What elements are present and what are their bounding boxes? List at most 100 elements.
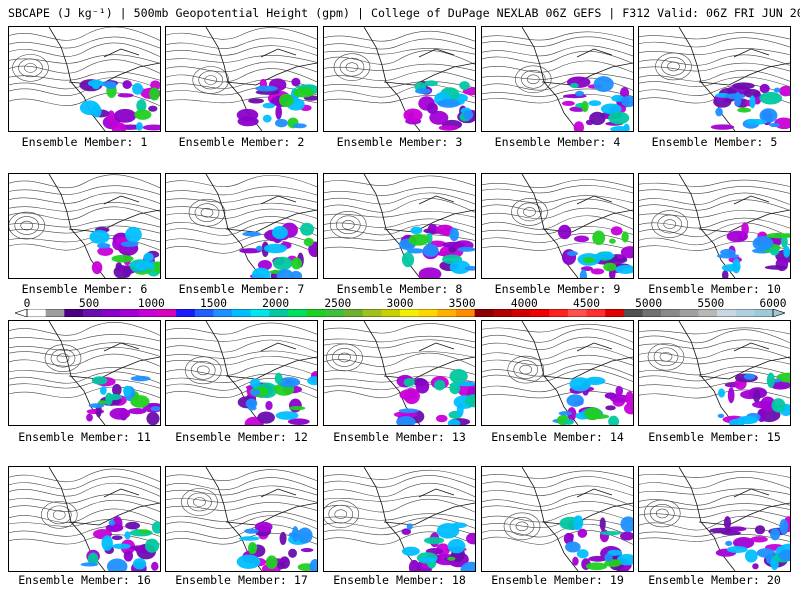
ensemble-member-map: [8, 173, 161, 279]
colorbar-swatch: [306, 309, 326, 317]
ensemble-member-map: [481, 320, 634, 426]
colorbar-tick-label: 1000: [137, 297, 165, 310]
colorbar-swatch: [586, 309, 606, 317]
ensemble-member-map: [323, 26, 476, 132]
ensemble-member-map: [323, 466, 476, 572]
coastline: [678, 174, 790, 278]
colorbar-max-arrow: [772, 309, 785, 317]
ensemble-member-label: Ensemble Member: 9: [494, 282, 621, 296]
colorbar-swatch: [605, 309, 625, 317]
ensemble-member-map: [638, 173, 791, 279]
colorbar-swatch: [381, 309, 401, 317]
cape-shading: [561, 76, 633, 131]
colorbar-swatch: [176, 309, 196, 317]
cape-shading: [552, 376, 633, 425]
colorbar-swatch: [250, 309, 270, 317]
colorbar-swatch: [344, 309, 363, 317]
map-title: SBCAPE (J kg⁻¹) | 500mb Geopotential Hei…: [8, 6, 800, 20]
ensemble-member-map: [323, 320, 476, 426]
colorbar-swatch: [325, 309, 345, 317]
ensemble-member-label: Ensemble Member: 20: [648, 573, 781, 587]
colorbar-swatch: [418, 309, 438, 317]
cape-shading: [401, 522, 475, 571]
colorbar-swatch: [82, 309, 102, 317]
colorbar-swatch: [661, 309, 681, 317]
colorbar-swatch: [493, 309, 513, 317]
height-contours: [482, 470, 633, 545]
colorbar-swatch: [232, 309, 252, 317]
colorbar-swatch: [138, 309, 158, 317]
colorbar-tick-label: 5500: [697, 297, 725, 310]
colorbar-swatch: [679, 309, 699, 317]
cape-shading: [236, 521, 317, 571]
colorbar-swatch: [567, 309, 587, 317]
ensemble-member-map: [638, 320, 791, 426]
height-contours: [9, 468, 160, 545]
ensemble-member-map: [165, 466, 318, 572]
colorbar-swatch: [27, 309, 46, 317]
ensemble-member-label: Ensemble Member: 2: [178, 135, 305, 149]
ensemble-member-map: [638, 26, 791, 132]
coastline: [205, 174, 317, 278]
colorbar-swatch: [474, 309, 494, 317]
ensemble-member-map: [8, 466, 161, 572]
height-contours: [639, 471, 790, 542]
cape-colorbar: [15, 309, 785, 317]
colorbar-swatch: [530, 309, 550, 317]
colorbar-swatch: [549, 309, 569, 317]
colorbar-tick-label: 4500: [573, 297, 600, 310]
height-contours: [324, 30, 475, 104]
cape-shading: [710, 82, 790, 130]
colorbar-swatch: [288, 309, 308, 317]
colorbar-swatch: [437, 309, 457, 317]
colorbar-swatch: [735, 309, 755, 317]
colorbar-swatch: [698, 309, 718, 317]
colorbar-tick-label: 3500: [448, 297, 476, 310]
ensemble-member-label: Ensemble Member: 14: [491, 430, 624, 444]
colorbar-swatch: [623, 309, 643, 317]
coastline: [678, 321, 790, 425]
colorbar-tick-label: 3000: [386, 297, 414, 310]
height-contours: [324, 175, 475, 251]
cape-shading: [709, 516, 790, 571]
colorbar-tick-label: 2000: [262, 297, 290, 310]
cape-shading: [86, 375, 160, 425]
cape-shading: [236, 77, 317, 129]
height-contours: [482, 179, 633, 251]
colorbar-swatch: [157, 309, 177, 317]
ensemble-member-label: Ensemble Member: 5: [651, 135, 778, 149]
colorbar-min-arrow: [15, 309, 28, 317]
cape-shading: [717, 372, 790, 425]
height-contours: [482, 323, 633, 399]
ensemble-member-label: Ensemble Member: 17: [175, 573, 308, 587]
colorbar-swatch: [754, 309, 774, 317]
colorbar-swatch: [642, 309, 662, 317]
ensemble-member-map: [481, 26, 634, 132]
colorbar-tick-label: 0: [23, 297, 31, 310]
colorbar-tick-label: 4000: [510, 297, 538, 310]
cape-shading: [393, 369, 475, 425]
colorbar-swatch: [64, 309, 84, 317]
ensemble-member-label: Ensemble Member: 3: [336, 135, 463, 149]
height-contours: [9, 321, 160, 398]
coastline: [521, 321, 633, 425]
cape-shading: [79, 79, 160, 131]
ensemble-member-map: [8, 320, 161, 426]
ensemble-member-map: [8, 26, 161, 132]
ensemble-member-label: Ensemble Member: 15: [648, 430, 781, 444]
ensemble-member-label: Ensemble Member: 12: [175, 430, 308, 444]
cape-shading: [398, 223, 475, 278]
ensemble-member-label: Ensemble Member: 11: [18, 430, 151, 444]
colorbar-swatch: [45, 309, 65, 317]
ensemble-member-label: Ensemble Member: 7: [178, 282, 305, 296]
cape-shading: [239, 222, 317, 278]
ensemble-member-map: [165, 320, 318, 426]
ensemble-member-map: [481, 173, 634, 279]
height-contours: [482, 31, 633, 104]
height-contours: [9, 27, 160, 107]
colorbar-swatch: [455, 309, 475, 317]
ensemble-member-map: [165, 26, 318, 132]
ensemble-member-map: [481, 466, 634, 572]
colorbar-swatch: [269, 309, 289, 317]
cape-shading: [559, 515, 633, 571]
